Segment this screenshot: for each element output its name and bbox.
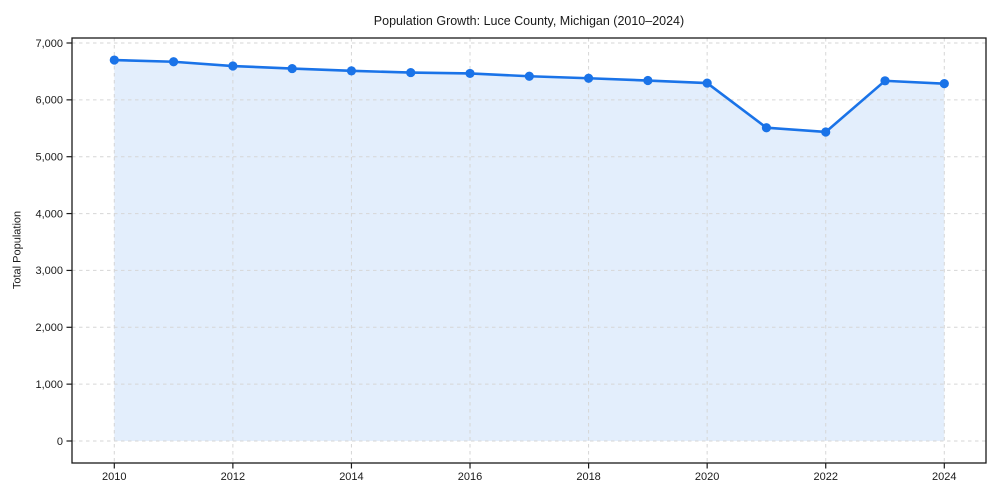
y-tick-label: 4,000 [35,208,63,220]
data-point [524,71,534,81]
x-tick-label: 2018 [576,471,600,483]
data-point [821,127,831,137]
y-tick-label: 2,000 [35,322,63,334]
data-point [228,61,238,71]
y-tick-label: 0 [57,436,63,448]
y-axis-label: Total Population [12,211,24,289]
x-tick-label: 2012 [221,471,245,483]
chart-title: Population Growth: Luce County, Michigan… [374,14,684,28]
data-point [287,63,297,74]
data-point [168,57,179,67]
x-tick-label: 2024 [932,471,956,483]
x-tick-label: 2014 [339,471,363,483]
area-fill [114,60,945,442]
data-point [880,76,890,86]
data-point [406,67,416,78]
data-point [346,66,357,76]
x-tick-label: 2016 [458,471,482,483]
x-tick-label: 2022 [813,471,837,483]
x-tick-label: 2020 [695,471,719,483]
data-point [583,73,594,83]
y-tick-label: 5,000 [35,152,63,164]
plot-area: 0 1,000 2,000 3,000 4,000 5,000 6,000 7,000 2010… [35,37,987,483]
y-tick-label: 7,000 [35,38,63,50]
y-tick-label: 6,000 [35,95,63,107]
y-tick-label: 3,000 [35,265,63,277]
data-point [939,79,949,89]
x-tick-label: 2010 [102,471,126,483]
data-point [643,75,653,86]
data-point [761,123,772,133]
data-point [702,78,712,88]
y-tick-label: 1,000 [35,379,63,391]
data-point [109,55,119,65]
axes-frame [71,37,987,464]
data-point [465,68,475,79]
